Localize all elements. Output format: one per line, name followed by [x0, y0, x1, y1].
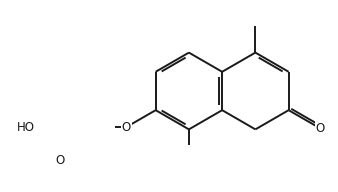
Text: O: O — [316, 122, 325, 135]
Text: O: O — [55, 154, 65, 167]
Text: HO: HO — [17, 121, 34, 134]
Text: O: O — [122, 121, 131, 134]
